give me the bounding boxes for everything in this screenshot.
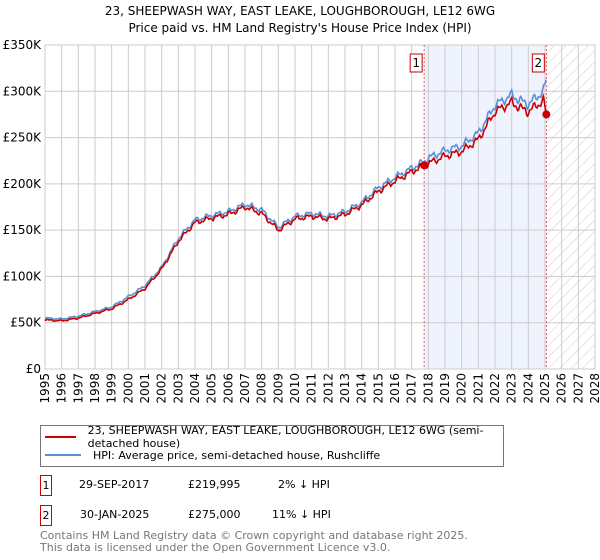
transaction-date: 30-JAN-2025 bbox=[80, 508, 150, 521]
transaction-badge: 2 bbox=[40, 505, 52, 526]
x-tick-label: 2017 bbox=[405, 373, 419, 404]
plot-border bbox=[44, 44, 596, 370]
x-tick-label: 2025 bbox=[538, 373, 552, 404]
chart-title: 23, SHEEPWASH WAY, EAST LEAKE, LOUGHBORO… bbox=[104, 4, 496, 18]
x-tick-label: 2022 bbox=[488, 373, 502, 404]
x-tick-label: 2018 bbox=[421, 373, 435, 404]
footer: Contains HM Land Registry data © Crown c… bbox=[40, 530, 468, 554]
x-tick-label: 2016 bbox=[388, 373, 402, 404]
transaction-date: 29-SEP-2017 bbox=[79, 478, 150, 491]
x-tick-label: 2014 bbox=[355, 373, 369, 404]
sale-badge bbox=[409, 53, 423, 73]
y-tick-label: £250K bbox=[3, 131, 43, 145]
x-tick-label: 2008 bbox=[255, 373, 269, 404]
price-paid-line bbox=[44, 92, 548, 323]
x-tick-label: 2023 bbox=[505, 373, 519, 404]
x-tick-label: 2010 bbox=[288, 373, 302, 404]
x-tick-label: 2007 bbox=[238, 373, 252, 404]
y-tick-label: £50K bbox=[10, 316, 42, 330]
legend-item-property: 23, SHEEPWASH WAY, EAST LEAKE, LOUGHBORO… bbox=[41, 424, 503, 450]
sale-badge-label: 1 bbox=[412, 56, 420, 70]
transaction-badge: 1 bbox=[40, 475, 52, 496]
chart-subtitle: Price paid vs. HM Land Registry's House … bbox=[128, 21, 472, 35]
y-tick-label: £0 bbox=[26, 362, 41, 376]
transaction-price: £219,995 bbox=[188, 478, 241, 491]
legend-swatch-red bbox=[45, 436, 76, 438]
x-tick-label: 2004 bbox=[188, 373, 202, 404]
sale-point bbox=[420, 161, 429, 170]
sale-point bbox=[542, 110, 551, 119]
x-tick-label: 2011 bbox=[305, 373, 319, 404]
plot-area: 1995 1996 1997 1998 1999 2000 2001 2002 2003 2004… bbox=[3, 38, 600, 404]
transaction-price: £275,000 bbox=[188, 508, 241, 521]
transaction-row: 1 29-SEP-2017 £219,995 2% ↓ HPI bbox=[40, 475, 400, 496]
x-tick-label: 2015 bbox=[371, 373, 385, 404]
y-tick-label: £350K bbox=[3, 38, 43, 52]
x-tick-label: 2020 bbox=[455, 373, 469, 404]
x-tick-label: 2012 bbox=[321, 373, 335, 404]
y-tick-label: £200K bbox=[3, 177, 43, 191]
sale-badge-label: 2 bbox=[535, 56, 543, 70]
x-tick-label: 1998 bbox=[88, 373, 102, 404]
footer-copyright: Contains HM Land Registry data © Crown c… bbox=[40, 529, 468, 542]
forecast-hatch bbox=[546, 45, 595, 369]
x-tick-label: 2026 bbox=[555, 373, 569, 404]
legend-label: 23, SHEEPWASH WAY, EAST LEAKE, LOUGHBORO… bbox=[87, 424, 484, 450]
y-tick-label: £150K bbox=[3, 223, 43, 237]
sale-badge bbox=[531, 53, 545, 73]
x-tick-label: 2000 bbox=[121, 373, 135, 404]
footer-licence: This data is licensed under the Open Gov… bbox=[40, 541, 391, 554]
transaction-hpi: 11% ↓ HPI bbox=[272, 508, 331, 521]
x-tick-label: 2006 bbox=[221, 373, 235, 404]
x-tick-label: 2005 bbox=[205, 373, 219, 404]
x-tick-label: 1999 bbox=[105, 373, 119, 404]
legend-item-hpi: HPI: Average price, semi-detached house,… bbox=[41, 447, 380, 463]
x-tick-label: 1995 bbox=[38, 373, 52, 404]
y-tick-label: £300K bbox=[3, 84, 43, 98]
x-tick-label: 2003 bbox=[171, 373, 185, 404]
x-tick-label: 2009 bbox=[271, 373, 285, 404]
x-tick-label: 2027 bbox=[571, 373, 585, 404]
x-tick-label: 2013 bbox=[338, 373, 352, 404]
legend-swatch-blue bbox=[45, 454, 81, 456]
x-tick-label: 2002 bbox=[155, 373, 169, 404]
x-tick-label: 1996 bbox=[55, 373, 69, 404]
x-tick-label: 2028 bbox=[588, 373, 600, 404]
hpi-line bbox=[44, 79, 547, 321]
x-tick-label: 2024 bbox=[521, 373, 535, 404]
x-tick-label: 2001 bbox=[138, 373, 152, 404]
x-tick-label: 1997 bbox=[71, 373, 85, 404]
legend: 23, SHEEPWASH WAY, EAST LEAKE, LOUGHBORO… bbox=[40, 424, 504, 467]
transaction-row: 2 30-JAN-2025 £275,000 11% ↓ HPI bbox=[40, 505, 400, 526]
legend-label: HPI: Average price, semi-detached house,… bbox=[93, 448, 381, 462]
y-tick-label: £100K bbox=[3, 269, 43, 283]
transaction-hpi: 2% ↓ HPI bbox=[278, 478, 330, 491]
x-tick-label: 2021 bbox=[471, 373, 485, 404]
x-tick-label: 2019 bbox=[438, 373, 452, 404]
